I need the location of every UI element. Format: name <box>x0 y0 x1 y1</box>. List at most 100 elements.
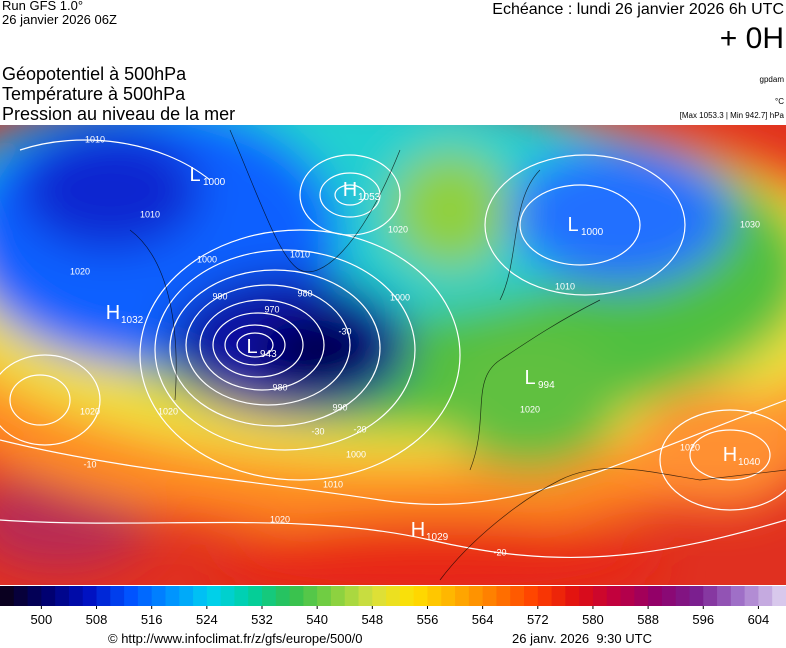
colorbar-swatch <box>55 586 70 606</box>
contour-label: -10 <box>83 459 96 469</box>
colorbar-swatch <box>13 586 29 606</box>
title: Température à 500hPa <box>2 84 186 104</box>
unit: °C <box>775 97 784 106</box>
colorbar-swatch <box>758 586 773 606</box>
center-value: 943 <box>260 349 277 360</box>
colorbar-swatch <box>317 586 332 606</box>
colorbar-swatch <box>289 586 304 606</box>
contour-label: 990 <box>212 291 227 301</box>
colorbar-swatch <box>151 586 166 606</box>
extremes: [Max 1053.3 | Min 942.7] hPa <box>680 111 785 120</box>
contour-label: 1000 <box>197 254 217 264</box>
colorbar-swatch <box>220 586 235 606</box>
colorbar-swatch <box>524 586 539 606</box>
center-letter: L <box>189 164 200 186</box>
colorbar-swatch <box>468 586 484 606</box>
contour-label: -30 <box>311 426 324 436</box>
colorbar-swatch <box>137 586 153 606</box>
contour-label: 1030 <box>740 219 760 229</box>
colorbar-swatch <box>675 586 690 606</box>
colorbar-label: 524 <box>196 612 218 627</box>
center-value: 1053 <box>358 192 381 203</box>
contour-label: 1020 <box>158 406 178 416</box>
colorbar-swatch <box>537 586 553 606</box>
colorbar-swatch <box>689 586 704 606</box>
colorbar-swatch <box>110 586 125 606</box>
colorbar-label: 516 <box>141 612 163 627</box>
center-letter: H <box>106 302 120 324</box>
contour-label: 980 <box>297 288 312 298</box>
colorbar-swatch <box>68 586 84 606</box>
colorbar-swatch <box>744 586 759 606</box>
contour-label: -20 <box>353 424 366 434</box>
colorbar-swatch <box>661 586 677 606</box>
center-letter: H <box>411 519 425 541</box>
colorbar-swatch <box>386 586 401 606</box>
run-date: 26 janvier 2026 06Z <box>2 12 117 27</box>
colorbar-swatch <box>455 586 470 606</box>
colorbar-swatch <box>82 586 98 606</box>
center-value: 1000 <box>203 177 226 188</box>
contour-label: 1000 <box>346 449 366 459</box>
colorbar-swatch <box>248 586 263 606</box>
contour-label: 1010 <box>140 209 160 219</box>
contour-label: 970 <box>264 304 279 314</box>
footer-url: © http://www.infoclimat.fr/z/gfs/europe/… <box>108 631 363 646</box>
colorbar-swatch <box>441 586 456 606</box>
colorbar-swatch <box>344 586 360 606</box>
colorbar-swatch <box>27 586 42 606</box>
contour-label: 990 <box>332 402 347 412</box>
coastlines <box>129 129 786 581</box>
offset: + 0H <box>720 22 784 55</box>
colorbar-swatch <box>413 586 428 606</box>
contour-label: 1020 <box>80 406 100 416</box>
colorbar-swatch <box>330 586 346 606</box>
colorbar-swatch <box>772 586 786 606</box>
colorbar-swatch <box>620 586 635 606</box>
center-letter: L <box>567 214 578 236</box>
colorbar-swatch <box>592 586 608 606</box>
colorbar-swatch <box>358 586 373 606</box>
colorbar-swatch <box>262 586 277 606</box>
colorbar-swatch <box>399 586 415 606</box>
colorbar-swatch <box>124 586 139 606</box>
contour-label: 1010 <box>85 134 105 144</box>
contour-label: 1000 <box>390 292 410 302</box>
title: Géopotentiel à 500hPa <box>2 64 187 84</box>
contour-label: 1010 <box>290 249 310 259</box>
footer-time: 26 janv. 2026 9:30 UTC <box>512 631 652 646</box>
colorbar-swatch <box>275 586 291 606</box>
center-letter: L <box>524 367 535 389</box>
colorbar-swatch <box>496 586 511 606</box>
colorbar-swatch <box>703 586 718 606</box>
center-letter: H <box>343 179 357 201</box>
contour-label: -30 <box>338 326 351 336</box>
colorbar-label: 508 <box>86 612 108 627</box>
colorbar-swatch <box>303 586 318 606</box>
colorbar-label: 564 <box>472 612 494 627</box>
contour-label: 1010 <box>555 281 575 291</box>
contour-label: -20 <box>493 547 506 557</box>
title: Pression au niveau de la mer <box>2 104 235 124</box>
center-letter: H <box>723 444 737 466</box>
colorbar-swatch <box>179 586 194 606</box>
colorbar-swatch <box>482 586 497 606</box>
colorbar-swatch <box>648 586 663 606</box>
colorbar-swatch <box>606 586 622 606</box>
center-value: 994 <box>538 380 555 391</box>
colorbar-swatch <box>206 586 222 606</box>
colorbar-label: 588 <box>637 612 659 627</box>
contour-label: 1020 <box>520 404 540 414</box>
colorbar-label: 556 <box>417 612 439 627</box>
contour-label: 1020 <box>270 514 290 524</box>
contour-label: 1020 <box>680 442 700 452</box>
colorbar-swatch <box>165 586 180 606</box>
colorbar-swatch <box>234 586 249 606</box>
contour-label: 1010 <box>323 479 343 489</box>
center-value: 1040 <box>738 457 761 468</box>
colorbar-swatch <box>565 586 580 606</box>
colorbar-label: 572 <box>527 612 549 627</box>
colorbar-swatch <box>0 586 15 606</box>
echeance: Echéance : lundi 26 janvier 2026 6h UTC <box>492 1 784 18</box>
